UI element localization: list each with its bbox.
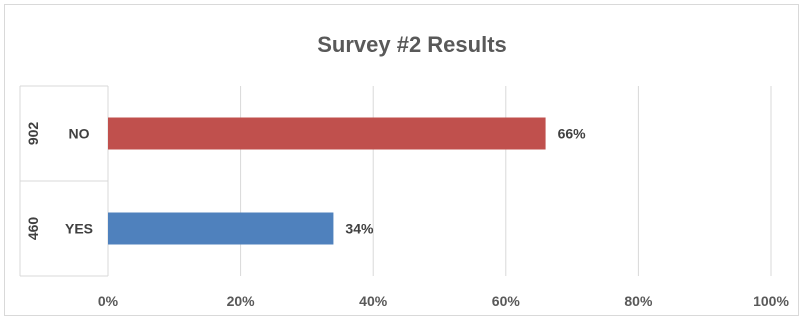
x-tick-label: 0%	[98, 293, 119, 309]
labels: 0% 20% 40% 60% 80% 100% NO 902 66% YES 460 34%	[25, 122, 789, 309]
x-tick-label: 60%	[492, 293, 521, 309]
chart-frame	[4, 4, 799, 316]
x-tick-label: 20%	[227, 293, 256, 309]
x-tick-label: 100%	[753, 293, 789, 309]
bar-yes	[108, 212, 334, 245]
chart-title: Survey #2 Results	[317, 32, 507, 57]
category-label: YES	[65, 221, 93, 237]
x-tick-label: 80%	[624, 293, 653, 309]
data-label: 66%	[558, 126, 587, 142]
bar-no	[108, 117, 546, 150]
bars	[108, 117, 546, 245]
category-label: NO	[69, 126, 90, 142]
group-label: 460	[25, 217, 41, 241]
group-label: 902	[25, 122, 41, 146]
data-label: 34%	[345, 221, 374, 237]
x-tick-label: 40%	[359, 293, 388, 309]
